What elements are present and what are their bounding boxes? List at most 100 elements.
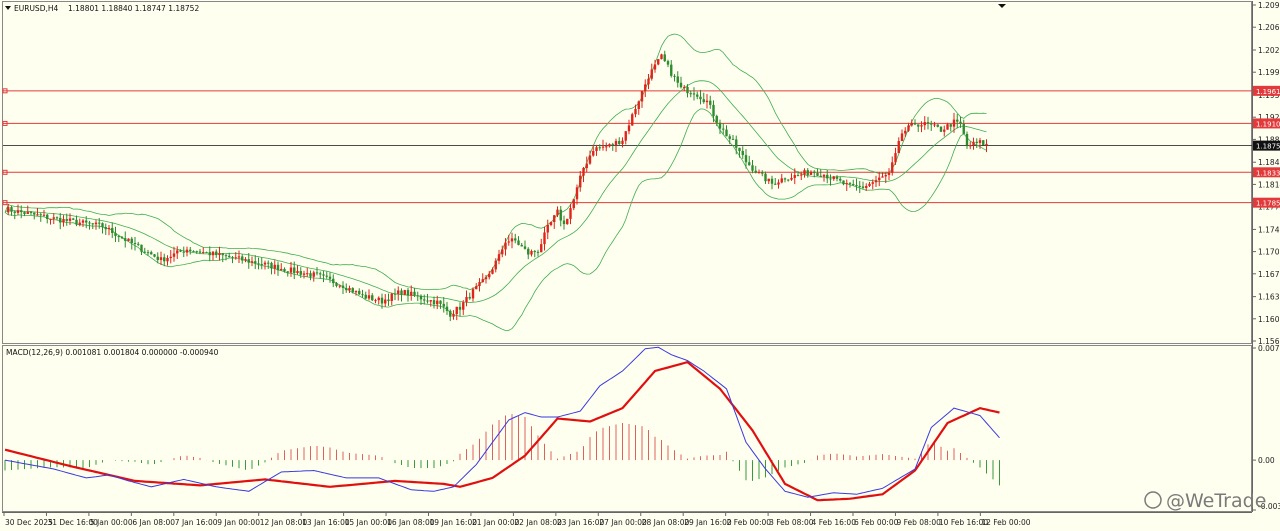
symbol-label: EURUSD,H4 (14, 4, 58, 13)
candle-body (231, 257, 234, 259)
candle-body (878, 177, 881, 181)
candle-body (712, 104, 715, 116)
candle-body (865, 185, 868, 188)
candle-body (787, 179, 790, 181)
candle-body (143, 251, 146, 253)
price-tick-label: 1.15670 (1258, 337, 1280, 346)
time-tick-label: 31 Dec 16:00 (47, 518, 98, 527)
time-tick-label: 2 Feb 00:00 (727, 518, 772, 527)
candle-body (478, 282, 481, 287)
candle-body (481, 279, 484, 283)
candle-body (546, 225, 549, 233)
candle-body (868, 183, 871, 186)
candle-body (949, 124, 952, 127)
candle-body (598, 147, 601, 149)
candle-body (198, 251, 202, 253)
candle-body (354, 290, 358, 293)
candle-body (624, 131, 627, 141)
candle-body (663, 54, 666, 62)
candle-body (52, 217, 55, 219)
candle-body (556, 209, 559, 216)
candle-body (36, 214, 39, 216)
candle-body (104, 227, 107, 230)
candle-body (85, 220, 88, 223)
candle-body (172, 253, 176, 257)
candle-body (491, 269, 494, 274)
candle-body (751, 165, 754, 171)
candle-body (68, 218, 72, 221)
wetrade-logo-icon (1144, 491, 1162, 509)
candle-body (358, 290, 361, 295)
time-tick-label: 9 Feb 08:00 (896, 518, 941, 527)
level-anchor-marker (2, 120, 8, 126)
candle-body (88, 222, 91, 224)
triangle-down-icon[interactable] (5, 6, 11, 10)
candle-body (826, 174, 829, 179)
time-tick-label: 5 Jan 00:00 (90, 518, 133, 527)
candle-body (393, 293, 397, 295)
candle-body (754, 170, 757, 173)
time-tick-label: 27 Jan 00:00 (599, 518, 647, 527)
candle-body (364, 294, 367, 299)
chart-shift-icon[interactable] (998, 4, 1006, 8)
time-tick-label: 22 Jan 08:00 (514, 518, 562, 527)
candle-body (887, 172, 891, 176)
candle-body (270, 262, 273, 269)
candle-body (936, 124, 939, 127)
candle-body (494, 260, 497, 270)
price-tick-label: 1.19910 (1258, 68, 1280, 77)
candle-body (845, 183, 848, 185)
candle-body (644, 84, 647, 91)
candle-body (744, 155, 748, 163)
time-tick-label: 7 Jan 16:00 (175, 518, 218, 527)
candle-body (153, 254, 156, 257)
candle-body (484, 277, 488, 280)
candle-body (871, 182, 874, 184)
candle-body (16, 210, 20, 213)
candle-body (813, 171, 816, 174)
candle-body (816, 173, 819, 176)
candle-body (377, 297, 380, 301)
candle-body (328, 276, 332, 279)
candle-body (33, 212, 36, 215)
candle-body (406, 290, 410, 296)
candle-body (618, 140, 621, 144)
candle-body (387, 299, 390, 302)
candle-body (416, 295, 419, 297)
candle-body (254, 261, 257, 264)
time-tick-label: 21 Jan 00:00 (472, 518, 520, 527)
candle-body (757, 172, 761, 174)
candle-body (621, 140, 624, 144)
candle-body (205, 252, 208, 254)
candle-body (647, 78, 650, 85)
candle-body (315, 272, 319, 274)
candle-body (371, 295, 374, 301)
macd-line (4, 346, 1000, 498)
candle-body (884, 175, 887, 177)
candle-body (683, 86, 686, 88)
candle-body (156, 256, 159, 260)
candle-body (809, 171, 813, 175)
candle-body (130, 238, 133, 244)
time-tick-label: 9 Jan 00:00 (217, 518, 260, 527)
candle-body (345, 287, 348, 291)
candle-body (374, 300, 377, 302)
candle-body (731, 138, 735, 140)
candle-body (419, 295, 423, 300)
candle-body (273, 264, 276, 269)
candle-body (848, 183, 852, 185)
candle-body (361, 294, 364, 296)
candle-body (182, 251, 185, 253)
current-price-tag-box (1253, 140, 1280, 151)
candle-body (10, 207, 13, 212)
candle-body (211, 251, 215, 256)
candle-body (819, 175, 822, 177)
candle-body (852, 184, 855, 186)
candle-body (800, 174, 803, 176)
candle-body (666, 61, 670, 65)
candle-body (163, 257, 166, 262)
candle-body (514, 238, 517, 241)
